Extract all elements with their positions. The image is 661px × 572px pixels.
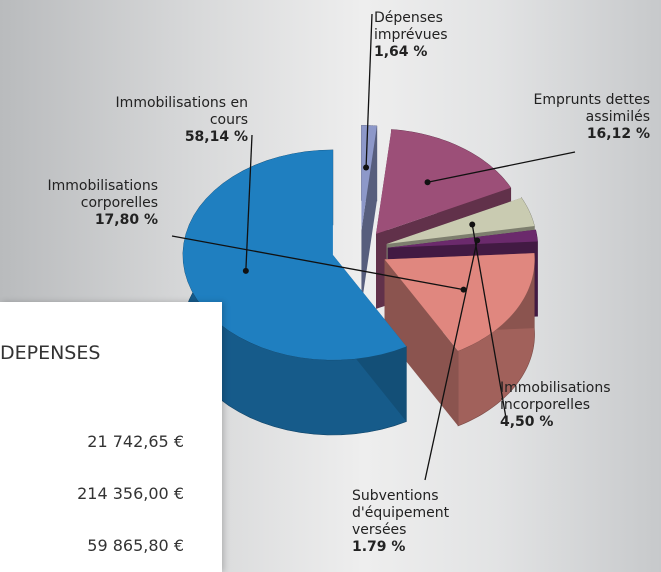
category-name: Immobilisations en cours <box>115 95 248 128</box>
slice <box>386 197 535 244</box>
slice-label: Immobilisations corporelles 17,80 % <box>0 178 158 229</box>
leader-dot <box>474 237 481 244</box>
slice-label: Immobilisations incorporelles 4,50 % <box>500 380 660 431</box>
expense-panel: DEPENSES 21 742,65 € 214 356,00 € 59 865… <box>0 302 222 572</box>
leader-dot <box>424 179 431 186</box>
leader-line <box>424 240 478 481</box>
leader-line <box>171 235 464 291</box>
slice-label: Dépenses imprévues 1,64 % <box>374 10 494 61</box>
category-name: Immobilisations corporelles <box>47 178 158 211</box>
amount: 21 742,65 € <box>87 432 184 451</box>
slice-wall <box>361 125 377 306</box>
leader-dot <box>460 286 467 293</box>
leader-dot <box>242 267 249 274</box>
amount: 59 865,80 € <box>87 536 184 555</box>
slice <box>361 125 377 231</box>
panel-title: DEPENSES <box>0 342 101 364</box>
slice <box>376 129 511 234</box>
value-label: 1,64 % <box>374 44 428 60</box>
value-label: 4,50 % <box>500 414 554 430</box>
slice-label: Emprunts dettes assimilés 16,12 % <box>470 92 651 143</box>
leader-line <box>471 224 507 419</box>
slice-wall <box>384 259 459 426</box>
leader-line <box>427 151 576 183</box>
slice-tops <box>182 125 538 360</box>
leader-line <box>365 13 373 168</box>
value-label: 1.79 % <box>352 539 406 555</box>
amount: 214 356,00 € <box>77 484 184 503</box>
value-label: 17,80 % <box>94 212 158 228</box>
leader-dot <box>469 221 476 228</box>
slice <box>387 229 538 248</box>
category-name: Dépenses imprévues <box>374 10 448 43</box>
leader-line <box>245 134 253 271</box>
slice <box>182 149 407 360</box>
category-name: Emprunts dettes assimilés <box>533 92 651 125</box>
slice <box>384 253 535 351</box>
category-name: Subventions d'équipement versées <box>352 488 450 538</box>
value-label: 58,14 % <box>184 129 248 145</box>
value-label: 16,12 % <box>586 126 650 142</box>
category-name: Immobilisations incorporelles <box>500 380 611 413</box>
leader-dot <box>363 164 370 171</box>
slice-label: Immobilisations en cours 58,14 % <box>80 95 248 146</box>
slice-label: Subventions d'équipement versées 1.79 % <box>352 488 502 556</box>
